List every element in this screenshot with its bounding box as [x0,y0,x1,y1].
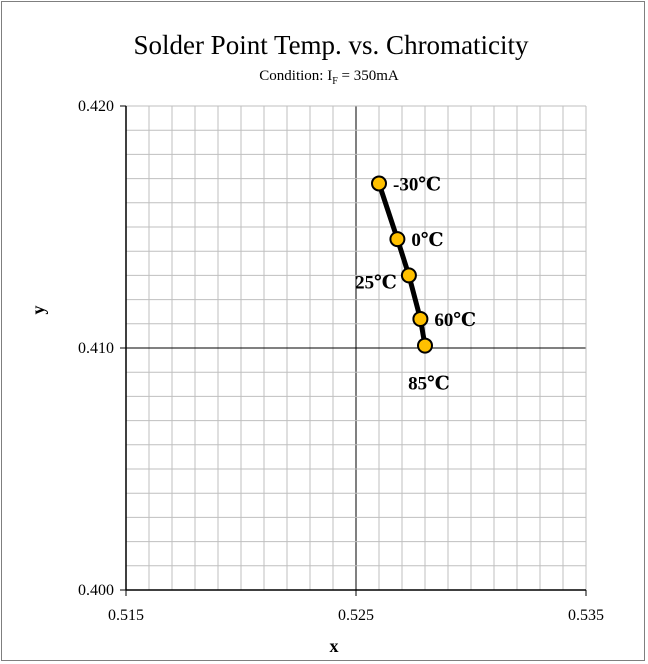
y-tick-label: 0.410 [78,340,114,357]
data-label: 25℃ [355,272,397,293]
data-series [371,175,433,354]
data-point [389,231,406,248]
axes [120,105,587,596]
grid-lines [126,105,587,590]
data-point [371,175,387,192]
data-label: -30℃ [393,174,441,195]
tick-labels: 0.515 0.525 0.535 0.400 0.410 0.420 [78,98,604,624]
data-point [400,267,417,284]
data-point [417,337,433,354]
y-tick-label: 0.420 [78,98,114,115]
data-labels: -30℃ 0℃ 25℃ 60℃ 85℃ [355,174,476,394]
data-label: 85℃ [408,374,450,395]
data-label: 0℃ [411,230,443,251]
chart-subtitle-subscript: F [332,76,338,87]
chart-subtitle-suffix: = 350mA [338,68,399,84]
chart-title: Solder Point Temp. vs. Chromaticity [133,30,529,60]
x-tick-label: 0.515 [108,607,144,624]
chart-subtitle: Condition: IF = 350mA [259,68,399,87]
x-tick-label: 0.525 [338,607,374,624]
data-label: 60℃ [434,310,476,331]
y-tick-label: 0.400 [78,582,114,599]
data-point [412,310,429,327]
y-axis-label: y [28,306,48,315]
x-tick-label: 0.535 [568,607,604,624]
chart-subtitle-prefix: Condition: I [259,68,332,84]
x-axis-label: x [330,636,339,656]
